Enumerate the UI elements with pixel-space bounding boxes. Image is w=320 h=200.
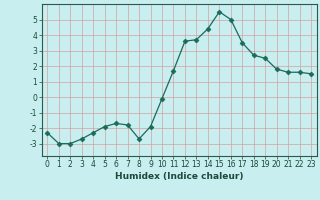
X-axis label: Humidex (Indice chaleur): Humidex (Indice chaleur) — [115, 172, 244, 181]
